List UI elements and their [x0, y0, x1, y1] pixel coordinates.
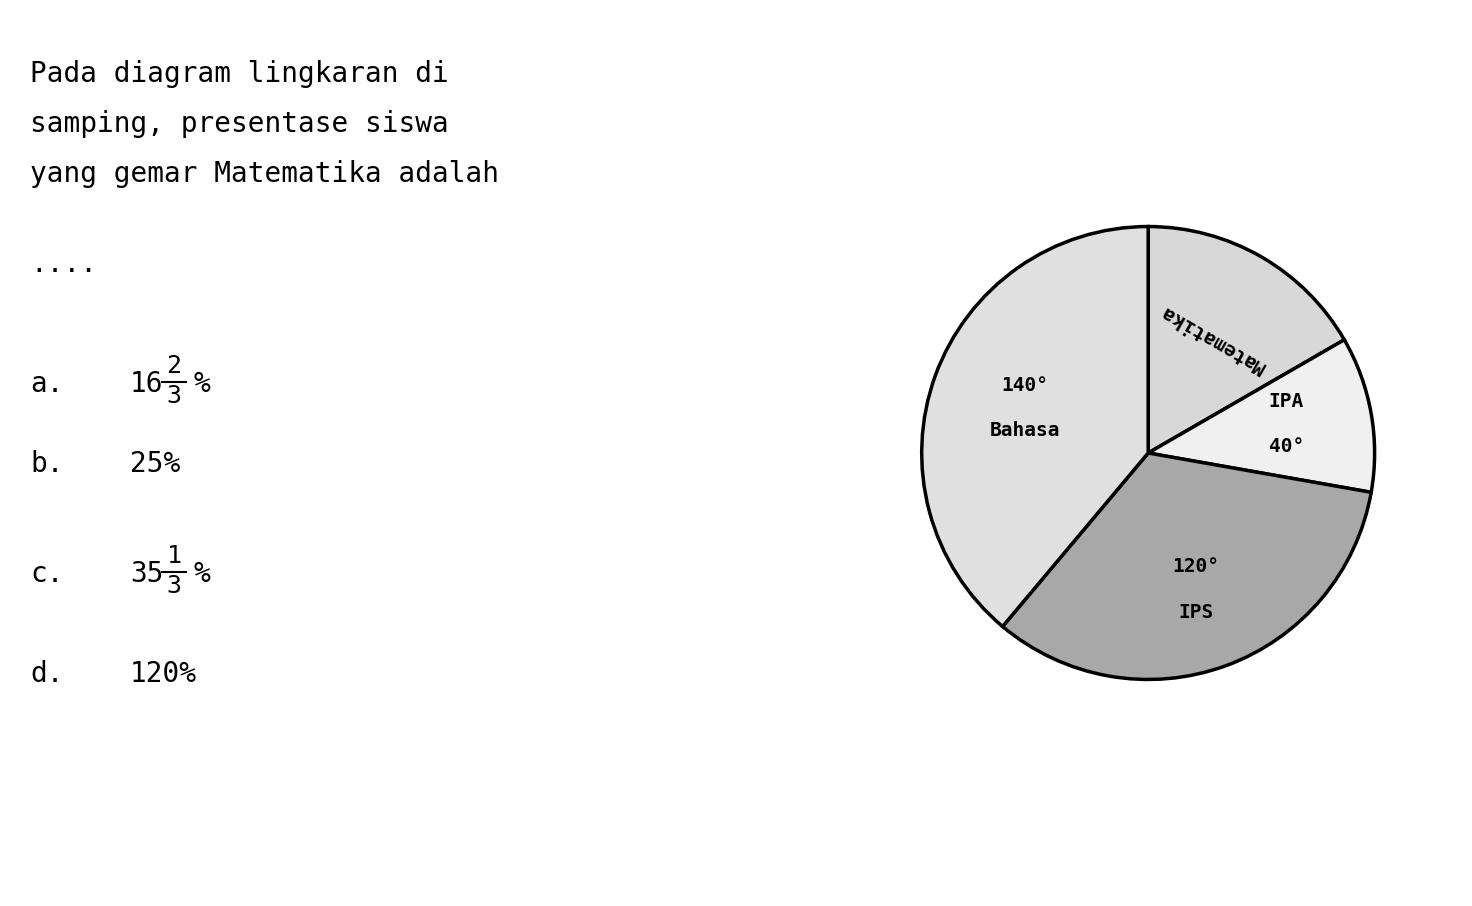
Text: 120°: 120°: [1173, 557, 1220, 576]
Wedge shape: [921, 226, 1148, 626]
Text: IPS: IPS: [1179, 602, 1214, 622]
Text: 3: 3: [166, 384, 181, 408]
Text: 3: 3: [166, 574, 181, 598]
Wedge shape: [1148, 340, 1375, 492]
Text: 16: 16: [130, 370, 163, 398]
Wedge shape: [1002, 453, 1372, 680]
Wedge shape: [1148, 226, 1344, 453]
Text: c.: c.: [29, 560, 63, 588]
Text: d.: d.: [29, 660, 63, 688]
Text: 120%: 120%: [130, 660, 197, 688]
Text: a.: a.: [29, 370, 63, 398]
Text: Matematika: Matematika: [1158, 302, 1269, 377]
Text: IPA: IPA: [1269, 392, 1304, 411]
Text: yang gemar Matematika adalah: yang gemar Matematika adalah: [29, 160, 499, 188]
Text: %: %: [194, 370, 210, 398]
Text: ....: ....: [29, 250, 97, 278]
Text: 2: 2: [166, 354, 181, 378]
Text: 140°: 140°: [1001, 376, 1048, 395]
Text: 35: 35: [130, 560, 163, 588]
Text: 40°: 40°: [1269, 438, 1304, 457]
Text: 25%: 25%: [130, 450, 180, 478]
Text: %: %: [194, 560, 210, 588]
Text: samping, presentase siswa: samping, presentase siswa: [29, 110, 449, 138]
Text: Pada diagram lingkaran di: Pada diagram lingkaran di: [29, 60, 449, 88]
Text: Bahasa: Bahasa: [989, 421, 1060, 440]
Text: 1: 1: [166, 544, 181, 568]
Text: b.: b.: [29, 450, 63, 478]
